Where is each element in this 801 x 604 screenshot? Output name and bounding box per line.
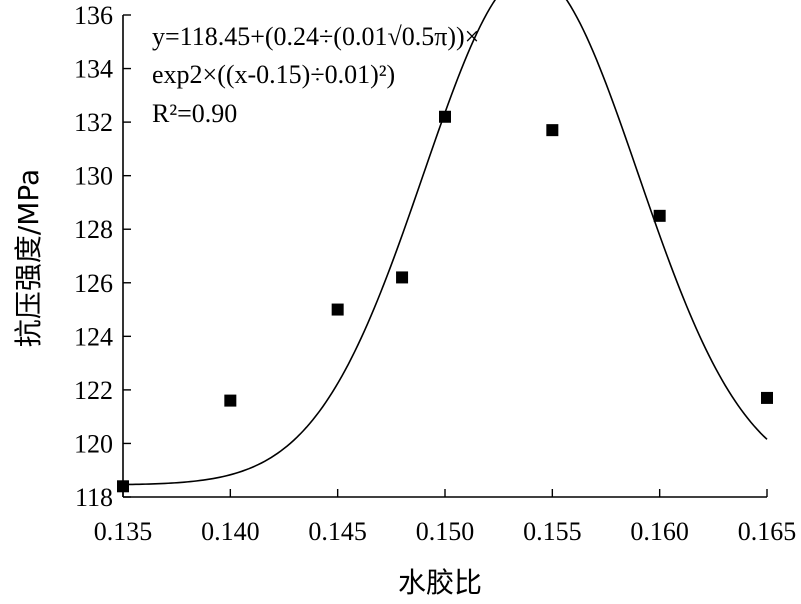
x-tick-label: 0.145 <box>308 517 367 546</box>
data-point <box>653 209 666 222</box>
y-axis-label: 抗压强度/MPa <box>12 169 45 347</box>
y-tick-label: 124 <box>74 322 113 351</box>
fit-equation-line1: y=118.45+(0.24÷(0.01√0.5π))× <box>152 22 479 51</box>
x-tick-label: 0.155 <box>523 517 582 546</box>
y-tick-label: 132 <box>74 108 113 137</box>
data-points <box>117 110 773 493</box>
data-point <box>546 124 559 137</box>
data-point <box>331 303 344 316</box>
y-tick-label: 120 <box>74 429 113 458</box>
x-tick-labels: 0.135 0.140 0.145 0.150 0.155 0.160 0.165 <box>94 517 797 546</box>
y-tick-label: 128 <box>74 215 113 244</box>
data-point <box>224 394 237 407</box>
y-tick-label: 130 <box>74 162 113 191</box>
y-tick-label: 126 <box>74 269 113 298</box>
x-tick-label: 0.150 <box>416 517 475 546</box>
x-tick-label: 0.140 <box>201 517 260 546</box>
y-tick-label: 118 <box>75 483 113 512</box>
data-point <box>396 271 409 284</box>
data-point <box>439 110 451 123</box>
x-tick-label: 0.160 <box>630 517 689 546</box>
fit-equation-line2: exp2×((x-0.15)÷0.01)²) <box>152 60 395 89</box>
x-tick-label: 0.135 <box>94 517 153 546</box>
y-tick-label: 134 <box>74 55 113 84</box>
y-tick-label: 136 <box>74 1 113 30</box>
y-tick-labels: 118 120 122 124 126 128 130 132 134 136 <box>74 1 113 512</box>
fit-r2-label: R²=0.90 <box>152 99 237 128</box>
data-point <box>761 391 773 404</box>
x-tick-label: 0.165 <box>738 517 797 546</box>
data-point <box>117 480 129 493</box>
y-tick-label: 122 <box>74 376 113 405</box>
x-axis-label: 水胶比 <box>398 566 482 599</box>
